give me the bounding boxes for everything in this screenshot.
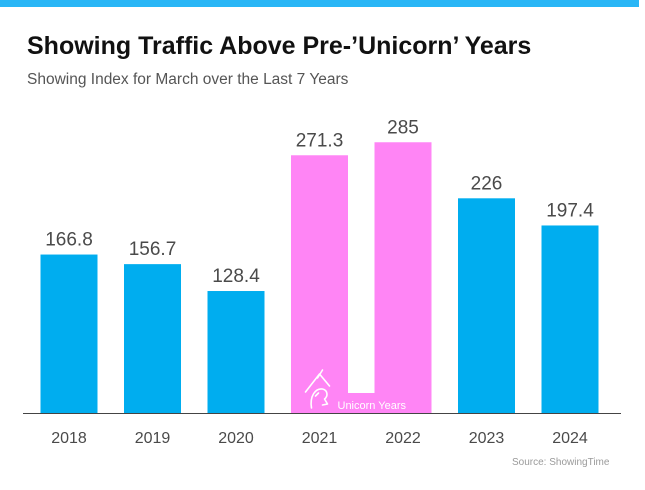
bar-2023 [458,198,515,413]
top-accent-rule [0,0,639,7]
value-label-2022: 285 [387,117,419,138]
unicorn-icon-stroke-2 [310,388,329,409]
unicorn-icon [304,369,331,409]
unicorn-icon-stroke-1 [316,369,324,379]
bar-2024 [541,225,599,413]
category-label-2023: 2023 [469,430,505,447]
category-label-2018: 2018 [51,430,87,447]
category-label-2020: 2020 [218,430,254,447]
value-label-2021: 271.3 [296,130,344,151]
value-label-2024: 197.4 [546,200,594,221]
unicorn-icon-stroke-3 [314,392,320,397]
category-label-2021: 2021 [302,430,338,447]
bar-2022 [374,142,432,413]
value-label-2018: 166.8 [45,230,93,251]
bar-2019 [124,264,181,413]
bar-2018 [40,254,98,413]
value-label-2019: 156.7 [129,239,177,260]
chart-title: Showing Traffic Above Pre-’Unicorn’ Year… [27,32,532,60]
category-label-2022: 2022 [385,430,421,447]
bar-2021 [291,155,348,413]
unicorn-years-label: Unicorn Years [338,400,407,412]
category-label-2019: 2019 [135,430,171,447]
category-label-2024: 2024 [552,430,588,447]
bar-2020 [207,291,265,413]
value-label-2020: 128.4 [212,266,260,287]
chart-subtitle: Showing Index for March over the Last 7 … [27,71,349,88]
value-label-2023: 226 [471,173,503,194]
source-note: Source: ShowingTime [512,457,610,468]
